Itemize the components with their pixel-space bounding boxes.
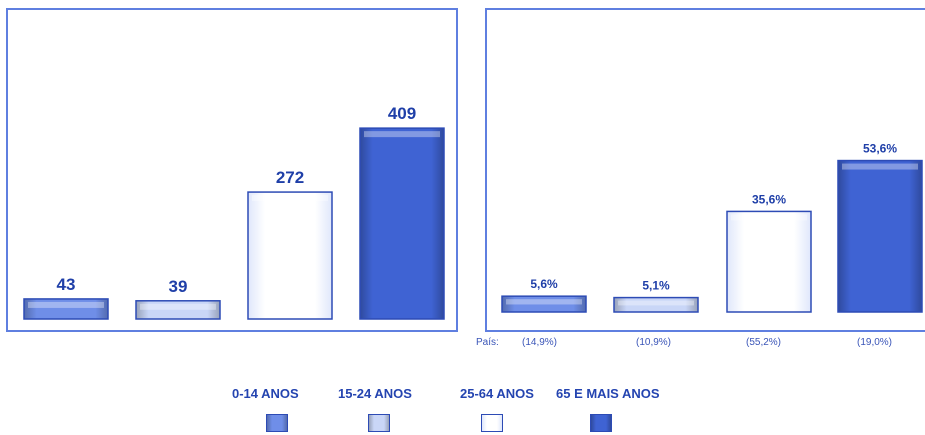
- legend-label-65-plus: 65 E MAIS ANOS: [556, 386, 660, 401]
- right-bar-bevel-65-plus: [842, 163, 918, 170]
- left-bar-0-14: [23, 298, 109, 320]
- right-chart-bars: 5,6% 5,1% 35,6% 53,6%: [501, 142, 923, 313]
- legend-label-15-24: 15-24 ANOS: [338, 386, 412, 401]
- right-bar-15-24: [613, 296, 699, 313]
- right-data-label-25-64: 35,6%: [752, 192, 786, 206]
- country-prefix-label: País:: [476, 337, 499, 348]
- country-value-0-14: (14,9%): [522, 337, 558, 348]
- country-value-25-64: (55,2%): [746, 337, 782, 348]
- right-bar-0-14: [501, 295, 587, 313]
- right-bar-bevel-0-14: [506, 299, 582, 305]
- left-bar-bevel-0-14: [28, 301, 104, 308]
- left-bar-15-24: [135, 300, 221, 320]
- left-bar-bevel-65-plus: [364, 131, 440, 138]
- left-bar-25-64: [247, 191, 333, 320]
- legend-label-25-64: 25-64 ANOS: [460, 386, 534, 401]
- right-data-label-0-14: 5,6%: [530, 277, 558, 291]
- legend-swatch-65-plus: [590, 414, 612, 432]
- left-bar-bevel-15-24: [140, 303, 216, 310]
- legend-label-0-14: 0-14 ANOS: [232, 386, 299, 401]
- left-chart-bars: 43 39 272 409: [23, 104, 445, 320]
- left-data-label-0-14: 43: [57, 275, 76, 294]
- left-data-label-65-plus: 409: [388, 104, 416, 123]
- left-bar-65-plus: [359, 127, 445, 320]
- legend-swatch-15-24: [368, 414, 390, 432]
- country-value-15-24: (10,9%): [636, 337, 672, 348]
- right-data-label-15-24: 5,1%: [642, 279, 670, 293]
- legend-swatch-25-64: [481, 414, 503, 432]
- legend-swatch-0-14: [266, 414, 288, 432]
- left-data-label-15-24: 39: [169, 277, 188, 296]
- right-bar-bevel-25-64: [731, 214, 807, 221]
- right-bar-65-plus: [837, 159, 923, 313]
- right-bar-25-64: [726, 210, 812, 313]
- left-bar-bevel-25-64: [252, 195, 328, 202]
- right-data-label-65-plus: 53,6%: [863, 142, 897, 156]
- right-bar-bevel-15-24: [618, 300, 694, 306]
- left-data-label-25-64: 272: [276, 168, 304, 187]
- country-value-65-plus: (19,0%): [857, 337, 893, 348]
